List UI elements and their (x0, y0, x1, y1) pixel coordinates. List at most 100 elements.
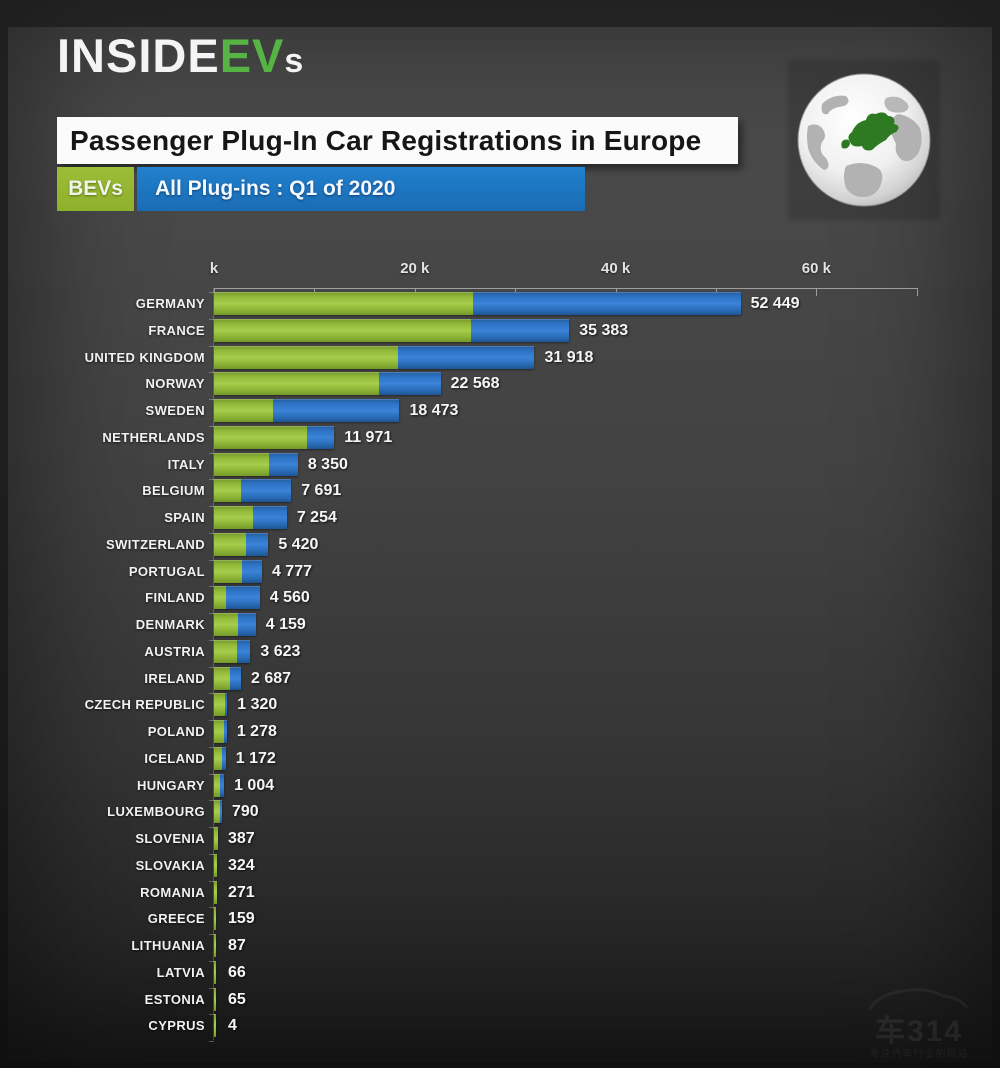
country-label: FRANCE (148, 322, 205, 338)
category-axis-tick (209, 907, 214, 909)
chart-row: POLAND 1 278 (0, 720, 1000, 747)
bar-group: 4 560 (214, 586, 1000, 610)
category-axis-tick (209, 800, 214, 802)
bar-group: 66 (214, 960, 1000, 984)
bar-bev-segment (214, 907, 216, 931)
category-axis-tick (209, 720, 214, 721)
category-axis-tick (209, 666, 214, 668)
country-label: SPAIN (164, 510, 205, 525)
bar-group: 387 (214, 827, 1000, 850)
chart-row: LATVIA 66 (0, 960, 1000, 988)
country-label: LATVIA (156, 964, 205, 980)
bar-bev-segment (214, 720, 224, 743)
bar-group: 11 971 (214, 425, 1000, 449)
category-axis-tick (209, 639, 214, 641)
legend-bev-swatch: BEVs (57, 167, 134, 211)
category-axis-tick (209, 532, 214, 534)
bar-value-label: 387 (228, 830, 255, 847)
bar-bev-segment (214, 452, 270, 476)
country-label: SLOVAKIA (135, 857, 205, 873)
country-label: NORWAY (145, 376, 205, 392)
category-axis-line (213, 288, 214, 1040)
chart-legend: BEVs All Plug-ins : Q1 of 2020 (57, 167, 585, 211)
bar-bev-segment (214, 693, 226, 717)
category-axis-tick (209, 773, 214, 775)
category-axis-tick (209, 613, 214, 614)
bar-value-label: 1 320 (237, 696, 278, 714)
category-axis-tick (209, 372, 214, 374)
bar-value-label: 4 (228, 1017, 237, 1035)
bar-group: 324 (214, 853, 1000, 877)
bar-group: 790 (214, 800, 1000, 824)
bar-value-label: 52 449 (750, 295, 800, 312)
country-label: SWEDEN (145, 403, 205, 418)
insideevs-logo: INSIDEEVs (57, 28, 304, 83)
chart-row: LUXEMBOURG 790 (0, 800, 1000, 827)
category-axis-tick (209, 960, 214, 962)
bar-bev-segment (214, 613, 239, 636)
category-axis-tick (209, 1041, 214, 1042)
bar-value-label: 31 918 (544, 348, 594, 366)
bar-bev-segment (214, 586, 227, 610)
bar-value-label: 271 (228, 883, 255, 901)
bar-bev-segment (214, 1014, 216, 1038)
bar-value-label: 8 350 (307, 455, 348, 473)
country-label: SWITZERLAND (106, 536, 205, 552)
bar-group: 1 278 (214, 720, 1000, 743)
x-axis-tick (916, 288, 918, 296)
bar-group: 18 473 (214, 399, 1000, 422)
country-label: AUSTRIA (144, 643, 205, 659)
bar-bev-segment (214, 372, 379, 396)
chart-row: SWEDEN 18 473 (0, 399, 1000, 426)
x-axis-tick-label: 40 k (600, 260, 631, 277)
chart-row: UNITED KINGDOM 31 918 (0, 345, 1000, 373)
country-label: LUXEMBOURG (107, 804, 205, 820)
chart-row: AUSTRIA 3 623 (0, 639, 1000, 667)
country-label: HUNGARY (136, 777, 205, 793)
chart-row: SLOVENIA 387 (0, 827, 1000, 854)
bar-group: 35 383 (214, 318, 1000, 342)
bar-value-label: 22 568 (450, 375, 500, 393)
category-axis-tick (209, 452, 214, 454)
bar-bev-segment (214, 960, 216, 984)
country-label: IRELAND (144, 670, 205, 686)
bar-bev-segment (214, 800, 220, 824)
chart-row: SLOVAKIA 324 (0, 853, 1000, 881)
country-label: ITALY (167, 456, 205, 472)
x-axis-tick-label: 60 k (801, 260, 831, 277)
category-axis-tick (209, 586, 214, 588)
chart-row: DENMARK 4 159 (0, 613, 1000, 640)
bar-group: 1 320 (214, 693, 1000, 717)
category-axis-tick (209, 1014, 214, 1016)
x-axis-tick (816, 288, 818, 296)
bar-group: 159 (214, 907, 1000, 931)
bar-group: 52 449 (214, 292, 1000, 315)
x-axis-tick-label: 20 k (400, 260, 430, 277)
bar-group: 2 687 (214, 666, 1000, 690)
bar-bev-segment (214, 934, 216, 957)
chart-row: ESTONIA 65 (0, 987, 1000, 1015)
country-label: ROMANIA (140, 884, 205, 900)
bar-group: 271 (214, 880, 1000, 904)
chart-row: CYPRUS 4 (0, 1014, 1000, 1041)
bar-value-label: 1 172 (235, 749, 276, 767)
country-label: POLAND (147, 724, 205, 739)
bar-value-label: 2 687 (250, 669, 292, 687)
bar-value-label: 324 (228, 856, 255, 874)
chart-row: IRELAND 2 687 (0, 666, 1000, 694)
country-label: BELGIUM (142, 483, 205, 499)
bar-value-label: 4 560 (269, 589, 310, 607)
country-label: CYPRUS (148, 1018, 205, 1034)
bar-group: 1 172 (214, 746, 1000, 770)
country-label: ESTONIA (144, 991, 205, 1007)
bar-group: 8 350 (214, 452, 1000, 476)
bar-bev-segment (214, 559, 243, 583)
chart-row: GREECE 159 (0, 907, 1000, 934)
bar-value-label: 18 473 (409, 402, 459, 419)
chart-row: CZECH REPUBLIC 1 320 (0, 693, 1000, 720)
logo-part-ev: EV (219, 29, 285, 82)
logo-part-s: s (284, 42, 305, 80)
country-label: FINLAND (145, 590, 205, 606)
country-label: DENMARK (135, 617, 205, 632)
chart-title-bar: Passenger Plug-In Car Registrations in E… (57, 117, 738, 164)
